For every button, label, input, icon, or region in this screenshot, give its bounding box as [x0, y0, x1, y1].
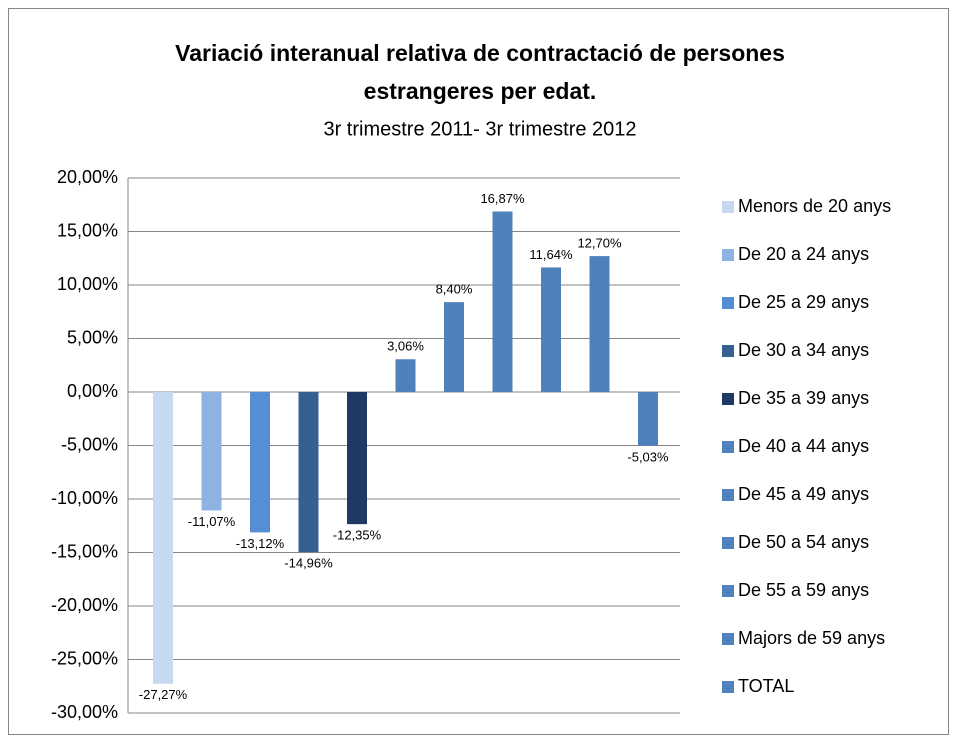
y-tick-label: 10,00% — [57, 274, 118, 294]
y-tick-label: -30,00% — [51, 702, 118, 722]
data-label: 16,87% — [480, 191, 525, 206]
legend-label: De 50 a 54 anys — [738, 532, 869, 552]
legend-label: De 20 a 24 anys — [738, 244, 869, 264]
bar — [541, 267, 561, 392]
data-label: 12,70% — [577, 236, 622, 251]
y-tick-label: -25,00% — [51, 648, 118, 668]
legend-label: De 35 a 39 anys — [738, 388, 869, 408]
data-label: 3,06% — [387, 339, 424, 354]
y-tick-label: 0,00% — [67, 381, 118, 401]
data-label: 8,40% — [436, 282, 473, 297]
legend-swatch — [722, 249, 734, 261]
legend-swatch — [722, 201, 734, 213]
legend-swatch — [722, 585, 734, 597]
y-tick-label: -15,00% — [51, 541, 118, 561]
bar — [589, 256, 610, 392]
legend-label: De 25 a 29 anys — [738, 292, 869, 312]
data-label: -12,35% — [333, 528, 382, 543]
legend-label: TOTAL — [738, 676, 794, 696]
bar — [638, 392, 658, 446]
legend-swatch — [722, 633, 734, 645]
data-label: -5,03% — [627, 449, 669, 464]
legend-swatch — [722, 345, 734, 357]
data-label: -11,07% — [188, 514, 236, 529]
chart-title: estrangeres per edat. — [364, 78, 597, 104]
legend-swatch — [722, 681, 734, 693]
legend-label: De 45 a 49 anys — [738, 484, 869, 504]
bar — [395, 359, 416, 392]
data-label: -14,96% — [284, 556, 333, 571]
legend-swatch — [722, 441, 734, 453]
legend-label: De 40 a 44 anys — [738, 436, 869, 456]
y-tick-label: -10,00% — [51, 488, 118, 508]
bar — [444, 302, 464, 392]
bar — [201, 392, 222, 511]
legend-swatch — [722, 489, 734, 501]
bar — [492, 211, 513, 392]
legend-swatch — [722, 393, 734, 405]
chart-title: Variació interanual relativa de contract… — [175, 40, 785, 66]
data-label: -13,12% — [236, 536, 285, 551]
data-label: -27,27% — [139, 687, 188, 702]
legend-swatch — [722, 297, 734, 309]
legend-label: De 55 a 59 anys — [738, 580, 869, 600]
legend-label: Menors de 20 anys — [738, 196, 891, 216]
bar — [153, 392, 173, 684]
legend-label: De 30 a 34 anys — [738, 340, 869, 360]
bar — [298, 392, 319, 553]
legend-swatch — [722, 537, 734, 549]
chart-subtitle: 3r trimestre 2011- 3r trimestre 2012 — [323, 118, 636, 140]
data-label: 11,64% — [529, 247, 573, 262]
bar — [347, 392, 367, 525]
y-tick-label: 5,00% — [67, 327, 118, 347]
bar — [250, 392, 270, 533]
y-tick-label: 20,00% — [57, 167, 118, 187]
y-tick-label: -20,00% — [51, 595, 118, 615]
y-tick-label: -5,00% — [61, 434, 118, 454]
y-tick-label: 15,00% — [57, 220, 118, 240]
legend-label: Majors de 59 anys — [738, 628, 885, 648]
